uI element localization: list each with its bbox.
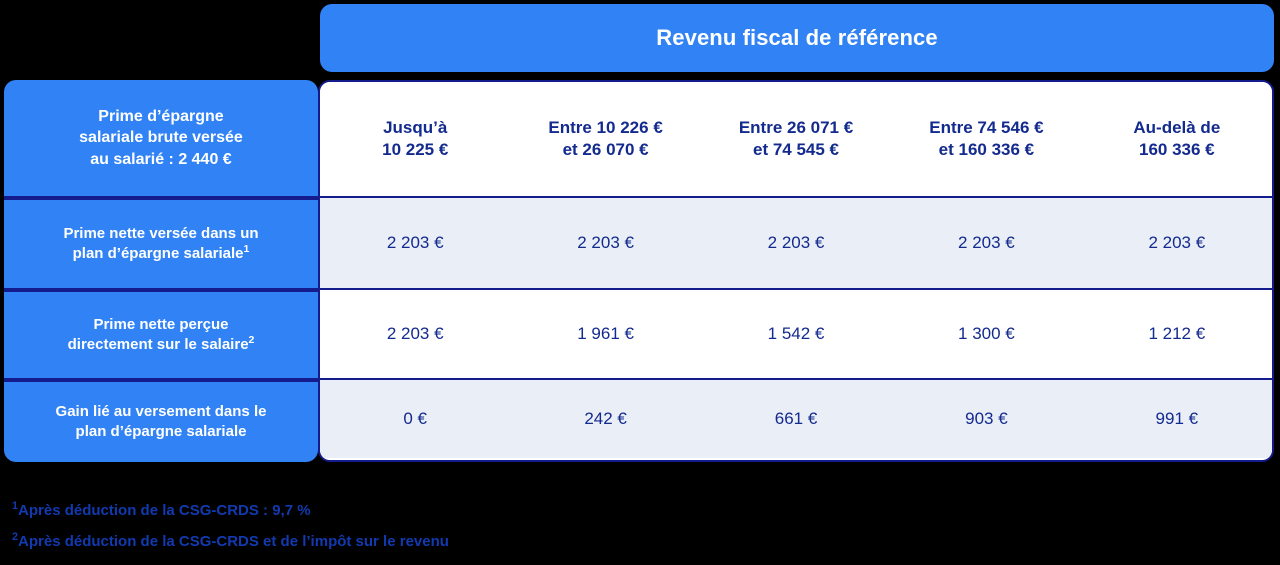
cell-1-4: 1 212 € [1148,324,1206,343]
table-row: 2 203 € 1 961 € 1 542 € 1 300 € 1 212 € [320,288,1272,378]
cell-0-3: 2 203 € [958,233,1015,252]
column-header-3-line-1: Entre 74 546 € [929,117,1044,137]
cell-2-0: 0 € [403,409,428,428]
cell-1-3: 1 300 € [958,324,1015,343]
corner-label-cell: Prime d’épargne salariale brute versée a… [4,80,318,198]
row-label-1-footnote-marker: 2 [248,334,255,346]
column-header-2: Entre 26 071 € et 74 545 € [701,82,891,196]
column-header-row: Jusqu’à 10 225 € Entre 10 226 € et 26 07… [320,82,1272,196]
cell-1-1: 1 961 € [577,324,634,343]
cell-0-1: 2 203 € [577,233,634,252]
cell-0-0: 2 203 € [386,233,444,252]
row-label-1-line-1: Prime nette perçue [93,316,229,334]
corner-label-line-2: salariale brute versée [79,129,243,147]
row-label-0-footnote-marker: 1 [243,243,250,255]
cell-2-4: 991 € [1155,409,1199,428]
cell-1-2: 1 542 € [767,324,825,343]
row-label-2-line-1: Gain lié au versement dans le [55,403,267,421]
row-label-2-line-2: plan d’épargne salariale [75,423,247,440]
table-row: 2 203 € 2 203 € 2 203 € 2 203 € 2 203 € [320,196,1272,288]
column-header-0-line-1: Jusqu’à [383,117,448,137]
row-label-column: Prime d’épargne salariale brute versée a… [4,80,318,462]
table-header-banner: Revenu fiscal de référence [320,4,1274,72]
row-label-1: Prime nette perçue directement sur le sa… [4,290,318,380]
corner-label-line-3: au salarié : 2 440 € [90,150,232,168]
footnote-2-text: Après déduction de la CSG-CRDS et de l’i… [18,533,449,550]
table-row: 0 € 242 € 661 € 903 € 991 € [320,378,1272,458]
column-header-4-line-2: 160 336 € [1139,140,1215,159]
footnotes: 1Après déduction de la CSG-CRDS : 9,7 % … [12,500,912,565]
data-table: Jusqu’à 10 225 € Entre 10 226 € et 26 07… [318,80,1274,462]
column-header-2-line-1: Entre 26 071 € [738,117,854,137]
footnote-2: 2Après déduction de la CSG-CRDS et de l’… [12,531,912,550]
row-label-1-line-2: directement sur le salaire [67,336,249,353]
row-label-0: Prime nette versée dans un plan d’épargn… [4,198,318,290]
table-header-banner-label: Revenu fiscal de référence [656,25,938,50]
cell-2-1: 242 € [584,409,627,428]
cell-0-2: 2 203 € [767,233,825,252]
row-label-0-line-1: Prime nette versée dans un [63,225,259,243]
footnote-1-marker: 1 [12,500,19,512]
column-header-0-line-2: 10 225 € [382,140,449,159]
column-header-0: Jusqu’à 10 225 € [320,82,510,196]
corner-label-line-1: Prime d’épargne [98,108,224,126]
cell-2-3: 903 € [965,409,1008,428]
footnote-1: 1Après déduction de la CSG-CRDS : 9,7 % [12,500,912,519]
column-header-4: Au-delà de 160 336 € [1082,82,1272,196]
footnote-1-text: Après déduction de la CSG-CRDS : 9,7 % [18,502,311,519]
column-header-1-line-2: et 26 070 € [562,140,649,159]
column-header-2-line-2: et 74 545 € [753,140,840,159]
column-header-1-line-1: Entre 10 226 € [548,117,663,137]
cell-1-0: 2 203 € [386,324,444,343]
column-header-3-line-2: et 160 336 € [938,140,1035,159]
cell-2-2: 661 € [774,409,818,428]
footnote-2-marker: 2 [12,531,19,543]
column-header-3: Entre 74 546 € et 160 336 € [891,82,1081,196]
column-header-1: Entre 10 226 € et 26 070 € [510,82,700,196]
cell-0-4: 2 203 € [1148,233,1206,252]
column-header-4-line-1: Au-delà de [1133,117,1221,137]
row-label-0-line-2: plan d’épargne salariale [72,245,244,262]
row-label-2: Gain lié au versement dans le plan d’épa… [4,380,318,462]
